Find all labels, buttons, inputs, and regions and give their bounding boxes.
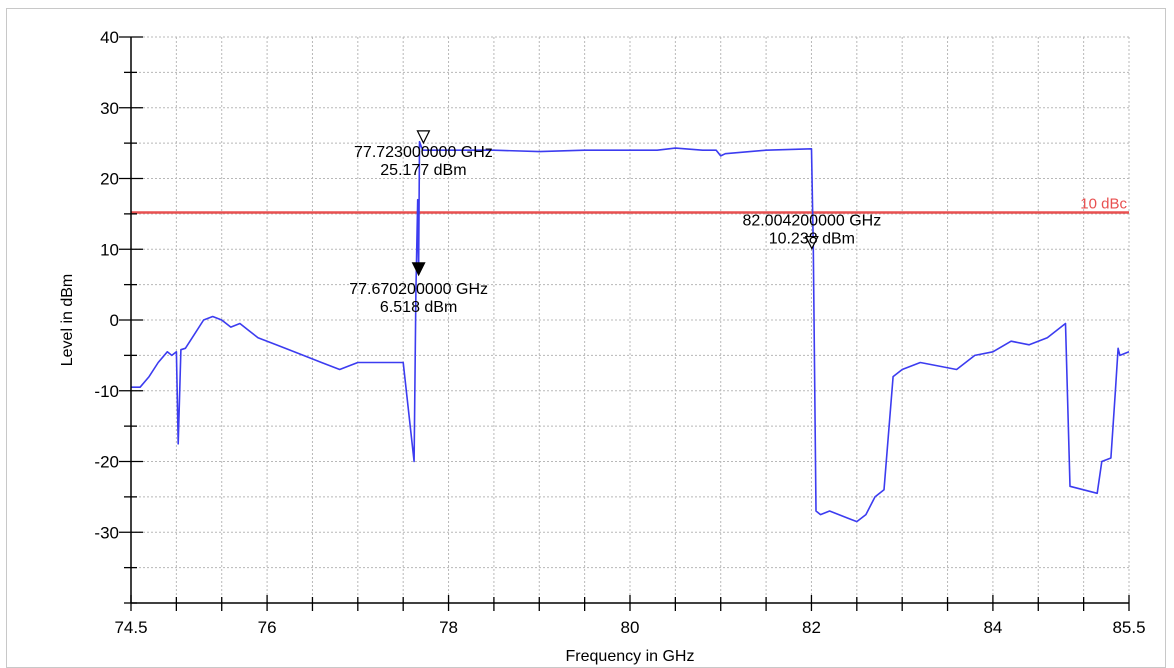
x-tick-label: 85.5 — [1112, 618, 1145, 637]
reference-line-group: 10 dBc — [131, 195, 1129, 214]
x-tick-label: 74.5 — [114, 618, 147, 637]
trace-group — [131, 140, 1130, 523]
reference-line-label: 10 dBc — [1080, 195, 1127, 212]
marker-triangle — [411, 262, 426, 277]
y-axis-title: Level in dBm — [59, 274, 76, 367]
chart-frame — [6, 8, 1166, 668]
grid — [130, 36, 1130, 604]
marker-frequency-label: 82.004200000 GHz — [742, 213, 881, 230]
trace-line — [131, 140, 1130, 523]
y-tick-label: 40 — [100, 28, 119, 47]
x-tick-label: 76 — [258, 618, 277, 637]
marker-triangle — [804, 235, 819, 250]
y-tick-label: 0 — [110, 311, 119, 330]
y-tick-label: 30 — [100, 99, 119, 118]
x-axis-title: Frequency in GHz — [566, 648, 695, 665]
x-tick-label: 80 — [621, 618, 640, 637]
marker-frequency-label: 77.723000000 GHz — [354, 144, 493, 161]
x-tick-label: 84 — [983, 618, 1002, 637]
marker-level-label: 25.177 dBm — [380, 162, 466, 179]
x-tick-label: 78 — [439, 618, 458, 637]
x-tick-label: 82 — [802, 618, 821, 637]
marker-frequency-label: 77.670200000 GHz — [349, 281, 488, 298]
axes: 40 30 20 10 0 -10 -20 -30 74.5 76 78 80 82 84 85.5 — [94, 28, 1145, 637]
y-tick-label: -10 — [94, 382, 119, 401]
y-tick-label: 10 — [100, 240, 119, 259]
marker-level-label: 10.238 dBm — [769, 231, 855, 248]
y-tick-label: 20 — [100, 170, 119, 189]
marker-level-label: 6.518 dBm — [380, 299, 457, 316]
marker-triangle — [416, 130, 431, 145]
y-tick-label: -20 — [94, 453, 119, 472]
y-tick-label: -30 — [94, 523, 119, 542]
